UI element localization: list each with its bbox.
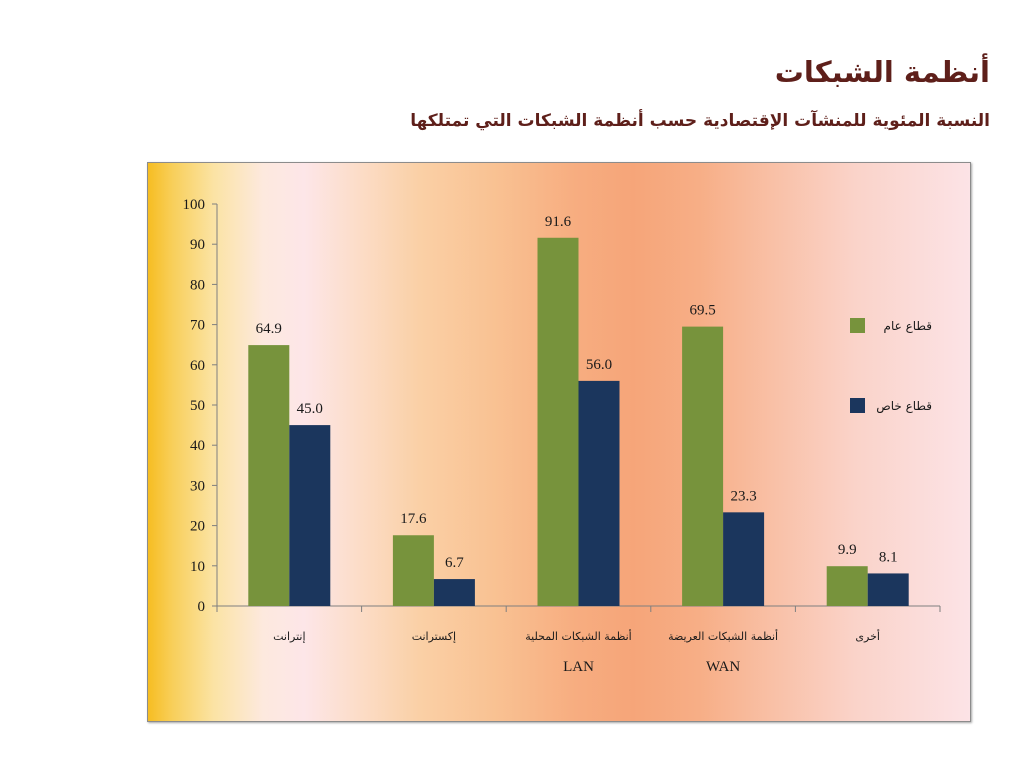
chart-panel: 0 10 20 30 40 50 60 70 80 90 100 إنترانت إكسترانت أنظ… [147,162,971,722]
legend-label-series-1: قطاع عام [884,319,932,333]
legend-swatch-series-2 [850,398,865,413]
bar-series-2-cat-5 [867,573,909,606]
data-label-series-1-cat-4: 69.5 [689,303,715,319]
x-category-label-line: أنظمة الشبكات العريضة [668,629,778,643]
y-tick-label: 90 [190,237,205,253]
data-label-series-1-cat-2: 17.6 [400,511,427,527]
y-tick-label: 10 [190,559,205,575]
bar-series-1-cat-3 [537,237,579,606]
data-label-series-1-cat-5: 9.9 [838,542,857,558]
data-labels: 64.9 17.6 91.6 69.5 9.9 45.0 6.7 56.0 23.3 8.1 [256,214,898,571]
data-label-series-2-cat-4: 23.3 [730,488,756,504]
y-tick-label: 100 [183,197,206,213]
x-category-label: أخرى [855,629,880,643]
x-category-label: إكسترانت [412,630,456,643]
x-category-label: أنظمة الشبكات المحلية LAN [525,629,631,675]
x-category-label-line: أخرى [855,629,880,643]
data-label-series-1-cat-1: 64.9 [256,321,282,337]
bar-series-2-cat-1 [289,425,331,606]
legend-swatch-series-1 [850,318,865,333]
y-tick-label: 70 [190,318,205,334]
x-category-sublabel: WAN [706,659,740,675]
y-tick-label: 20 [190,519,205,535]
x-category-label: أنظمة الشبكات العريضة WAN [668,629,778,675]
y-tick-label: 0 [198,599,206,615]
bar-series-2-cat-4 [723,512,765,606]
bar-series-1-cat-2 [392,535,434,606]
data-label-series-2-cat-1: 45.0 [297,401,323,417]
bar-series-2-cat-2 [433,579,475,606]
bar-series-1-cat-4 [682,326,724,606]
data-label-series-1-cat-3: 91.6 [545,214,572,230]
grouped-bar-chart: 0 10 20 30 40 50 60 70 80 90 100 إنترانت إكسترانت أنظ… [183,197,941,675]
x-category-label-line: إكسترانت [412,630,456,643]
y-tick-label: 30 [190,478,205,494]
y-tick-label: 60 [190,358,205,374]
y-tick-label: 40 [190,438,205,454]
bar-series-2-cat-3 [578,380,620,606]
y-tick-label: 80 [190,277,205,293]
data-label-series-2-cat-2: 6.7 [445,555,464,571]
bar-series-1-cat-5 [826,566,868,606]
x-category-label-line: إنترانت [273,630,305,643]
x-category-label: إنترانت [273,630,305,643]
slide-title: أنظمة الشبكات [774,55,990,89]
bars [248,237,909,606]
data-label-series-2-cat-3: 56.0 [586,357,612,373]
legend: قطاع عام قطاع خاص [850,318,932,414]
x-category-sublabel: LAN [563,659,594,675]
x-category-label-line: أنظمة الشبكات المحلية [525,629,631,643]
data-label-series-2-cat-5: 8.1 [879,549,898,565]
y-tick-label: 50 [190,398,205,414]
legend-label-series-2: قطاع خاص [876,399,932,414]
slide-subtitle: النسبة المئوية للمنشآت الإقتصادية حسب أن… [410,111,990,131]
bar-series-1-cat-1 [248,345,290,606]
